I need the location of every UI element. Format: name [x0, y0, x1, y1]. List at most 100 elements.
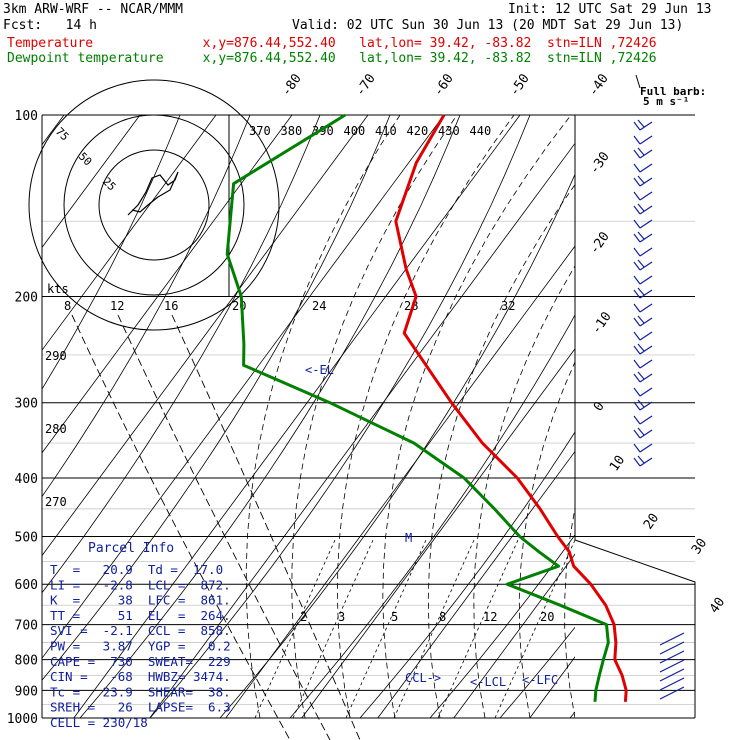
- dry-adiabat: [499, 626, 575, 718]
- barb-shaft: [639, 219, 653, 229]
- barb-flag: [633, 401, 641, 411]
- barb-shaft: [639, 345, 653, 355]
- wind-barb: [633, 399, 653, 411]
- pressure-label: 100: [15, 109, 38, 124]
- barb-flag: [633, 331, 641, 341]
- theta-label: 390: [312, 124, 334, 138]
- wind-barb: [633, 259, 653, 271]
- barb-flag: [637, 203, 645, 212]
- sounding-profiles: [225, 113, 628, 702]
- barb-flag: [637, 287, 645, 296]
- barb-flag: [637, 119, 645, 128]
- barb-shaft: [639, 163, 653, 173]
- wind-barb: [633, 371, 653, 383]
- dewpoint-legend: Dewpoint temperature x,y=876.44,552.40 l…: [7, 51, 657, 66]
- barb-flag: [637, 399, 645, 408]
- barb-shaft: [639, 387, 653, 397]
- right-axis-bottom: [574, 539, 696, 718]
- barb-flag: [633, 261, 641, 271]
- barb-flag: [633, 457, 641, 467]
- hodo-reference-curve: [117, 314, 331, 740]
- barb-flag: [633, 219, 641, 229]
- hodo-speed-label: 24: [312, 299, 326, 313]
- lcl-marker: <-LCL: [470, 675, 506, 689]
- valid-time: Valid: 02 UTC Sun 30 Jun 13 (20 MDT Sat …: [292, 18, 684, 33]
- parcel-info-table: Parcel Info T = 20.9 Td = 17.0LI = -2.8 L…: [50, 541, 231, 730]
- dry-adiabat: [149, 115, 531, 718]
- temperature-profile: [394, 114, 628, 702]
- wind-barb: [633, 387, 653, 397]
- pressure-label: 600: [15, 578, 38, 593]
- wind-barb: [633, 147, 653, 159]
- mixing-ratio-line: [494, 539, 575, 718]
- hodo-ring-label: 25: [100, 175, 119, 194]
- barb-shaft: [639, 415, 653, 425]
- hodo-ring: [98, 149, 210, 261]
- theta-label: 440: [470, 124, 492, 138]
- barb-shaft: [639, 177, 653, 187]
- mixing-ratio-line: [393, 539, 475, 718]
- wind-barb: [659, 650, 685, 664]
- model-title: 3km ARW-WRF -- NCAR/MMM: [3, 2, 184, 17]
- isotherm-label: -40: [586, 71, 612, 99]
- hodo-ring: [63, 114, 245, 296]
- temperature-legend: Temperature x,y=876.44,552.40 lat,lon= 3…: [7, 36, 657, 51]
- mixing-ratio-label: 3: [338, 610, 345, 624]
- mixing-ratio-line: [254, 539, 336, 718]
- isotherm-label: 40: [707, 595, 728, 616]
- barb-shaft: [639, 317, 653, 327]
- hodo-speed-label: 12: [110, 299, 124, 313]
- wind-barb: [633, 135, 653, 145]
- moist-adiabat: [382, 115, 572, 718]
- barb-flag: [633, 429, 641, 439]
- wind-barb: [633, 359, 653, 369]
- theta-left-label: 270: [45, 495, 67, 509]
- barb-flag: [633, 387, 641, 397]
- lfc-marker: <-LFC: [522, 673, 558, 687]
- barb-flag: [633, 233, 641, 243]
- isotherm-label: -70: [353, 71, 379, 99]
- wind-barb: [633, 191, 653, 201]
- mixing-ratio-label: 12: [483, 610, 497, 624]
- isotherm-line: [149, 142, 575, 718]
- theta-label: 380: [281, 124, 303, 138]
- barb-flag: [633, 121, 641, 131]
- wind-barb: [633, 443, 653, 453]
- dry-adiabat: [219, 173, 575, 718]
- barb-flag: [637, 343, 645, 352]
- theta-label: 410: [375, 124, 397, 138]
- barb-shaft: [639, 149, 653, 159]
- parcel-info-row: LI = -2.8 LCL = 872.: [50, 577, 231, 592]
- barb-shaft: [639, 275, 653, 285]
- moist-adiabat: [518, 360, 575, 718]
- wind-barb: [633, 315, 653, 327]
- theta-label: 430: [438, 124, 460, 138]
- wind-barb: [659, 632, 685, 646]
- barb-flag: [633, 415, 641, 425]
- parcel-info-row: Tc = 23.9 SHEAR= 38.: [50, 684, 231, 699]
- hodo-reference-curve: [71, 314, 291, 740]
- barb-shaft: [639, 289, 653, 299]
- barb-flag: [633, 317, 641, 327]
- barb-flag: [633, 443, 641, 453]
- parcel-info-row: T = 20.9 Td = 17.0: [50, 562, 223, 577]
- barb-legend-units: 5 m s⁻¹: [643, 95, 689, 108]
- wind-barb: [633, 231, 653, 243]
- barb-shaft: [639, 261, 653, 271]
- isotherm-line: [301, 348, 575, 718]
- dry-adiabat: [42, 115, 391, 681]
- mixing-ratio-lines: [254, 539, 575, 718]
- parcel-info-row: SREH = 26 LAPSE= 6.3: [50, 700, 231, 715]
- wind-barb: [659, 677, 685, 691]
- barb-shaft: [639, 443, 653, 453]
- barb-shaft: [639, 429, 653, 439]
- isotherm-label: -20: [587, 229, 613, 257]
- isotherm-label: 30: [689, 536, 710, 557]
- barb-shaft: [639, 331, 653, 341]
- mixing-ratio-label: 20: [540, 610, 554, 624]
- dry-adiabat: [289, 314, 575, 718]
- moist-adiabat: [336, 115, 515, 718]
- wind-barb: [659, 659, 685, 673]
- isotherm-line: [42, 115, 293, 454]
- moist-adiabat: [610, 115, 740, 718]
